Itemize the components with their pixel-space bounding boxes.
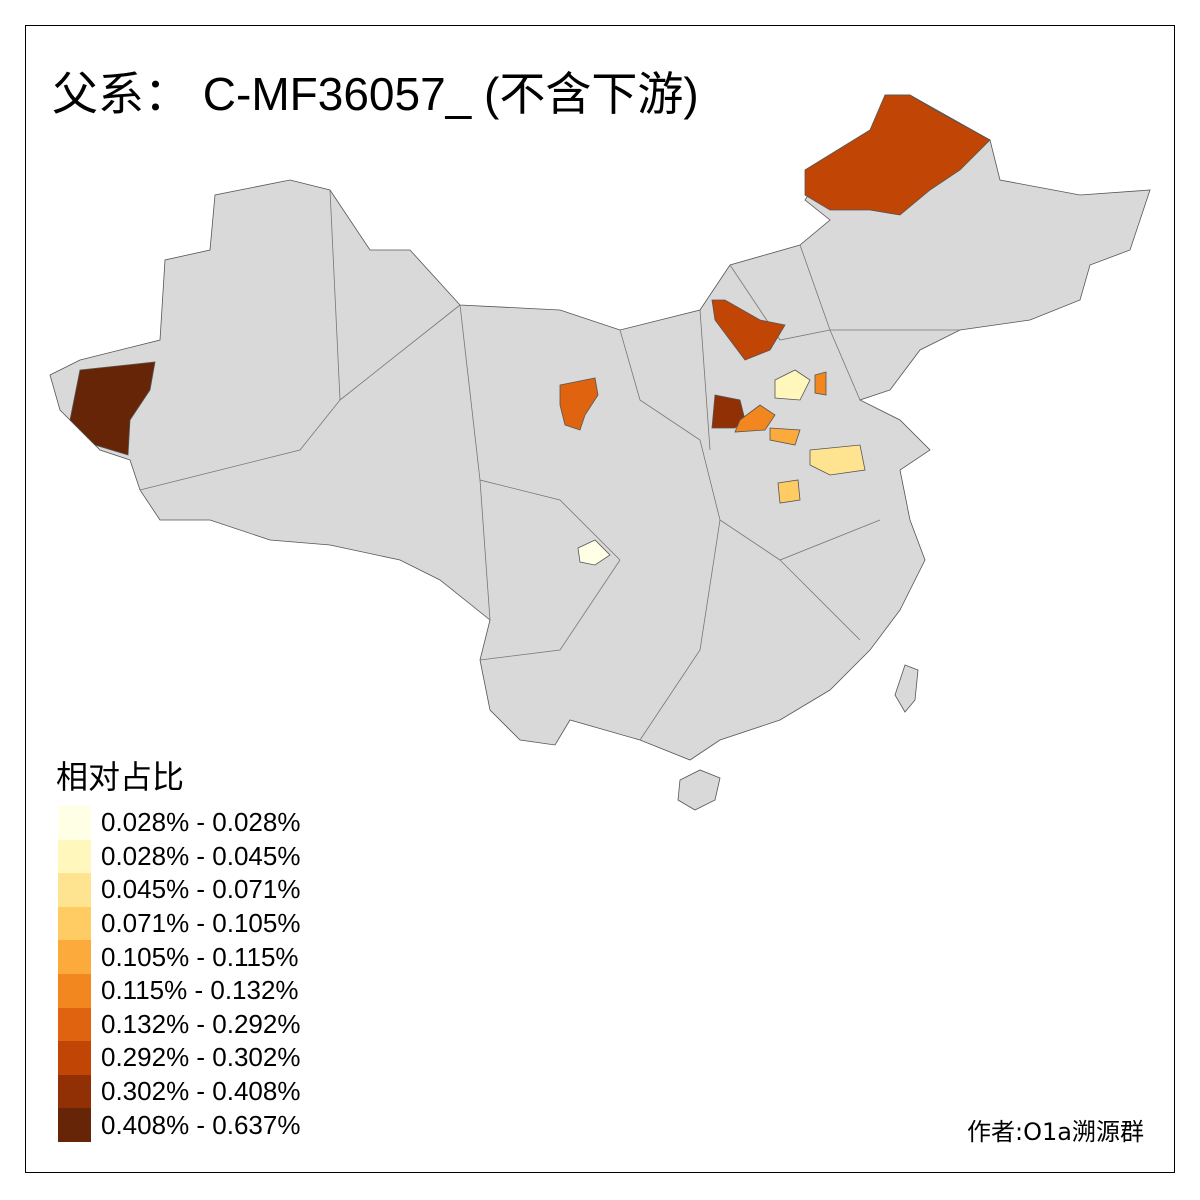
legend-item: 0.028% - 0.028%	[58, 806, 300, 840]
legend-item: 0.115% - 0.132%	[58, 973, 300, 1008]
legend-item: 0.028% - 0.045%	[58, 839, 301, 874]
legend-label: 0.028% - 0.028%	[101, 807, 301, 838]
legend: 0.028% - 0.028% 0.028% - 0.045% 0.045% - 0…	[58, 806, 300, 1142]
author-credit: 作者:O1a溯源群	[967, 1118, 1144, 1146]
province-border	[779, 559, 861, 641]
legend-swatch	[58, 1041, 91, 1075]
province-border	[459, 304, 621, 561]
legend-label: 0.302% - 0.408%	[101, 1076, 301, 1107]
legend-label: 0.071% - 0.105%	[101, 908, 301, 939]
legend-item: 0.408% - 0.637%	[58, 1108, 300, 1142]
highlighted-region	[809, 444, 866, 476]
legend-item: 0.302% - 0.408%	[58, 1074, 301, 1109]
highlighted-region	[69, 361, 156, 456]
legend-swatch	[58, 873, 91, 907]
legend-swatch	[58, 973, 91, 1008]
legend-label: 0.045% - 0.071%	[101, 874, 301, 905]
taiwan-island	[894, 664, 919, 713]
legend-swatch	[58, 1108, 91, 1142]
legend-item: 0.045% - 0.071%	[58, 873, 300, 907]
highlighted-region	[577, 539, 611, 566]
legend-item: 0.105% - 0.115%	[58, 940, 300, 974]
highlighted-region	[711, 299, 786, 361]
province-border	[139, 189, 341, 491]
legend-swatch	[58, 1007, 91, 1042]
province-border	[479, 479, 491, 621]
legend-swatch	[58, 839, 91, 874]
hainan-island	[677, 769, 721, 811]
legend-swatch	[58, 806, 91, 840]
highlighted-region	[774, 369, 811, 401]
highlighted-region	[814, 371, 827, 396]
legend-item: 0.292% - 0.302%	[58, 1041, 300, 1075]
province-border	[619, 329, 881, 561]
legend-swatch	[58, 906, 91, 941]
legend-label: 0.132% - 0.292%	[101, 1008, 301, 1039]
legend-title: 相对占比	[56, 758, 185, 796]
legend-item: 0.132% - 0.292%	[58, 1007, 301, 1042]
legend-item: 0.071% - 0.105%	[58, 906, 301, 941]
china-mainland	[49, 94, 1151, 761]
legend-label: 0.105% - 0.115%	[101, 941, 299, 972]
legend-label: 0.028% - 0.045%	[101, 840, 301, 871]
highlighted-region	[777, 479, 801, 504]
highlighted-region	[769, 427, 801, 446]
legend-swatch	[58, 940, 91, 974]
legend-label: 0.115% - 0.132%	[101, 975, 299, 1006]
legend-label: 0.292% - 0.302%	[101, 1042, 301, 1073]
plot-frame	[25, 25, 1175, 1173]
highlighted-region	[559, 377, 599, 431]
map-title: 父系： C-MF36057_ (不含下游)	[52, 68, 699, 120]
province-border	[479, 559, 621, 661]
province-border	[339, 304, 461, 401]
highlighted-region	[804, 94, 991, 216]
province-border	[639, 519, 721, 741]
legend-label: 0.408% - 0.637%	[101, 1109, 301, 1140]
province-border	[699, 309, 711, 451]
legend-swatch	[58, 1074, 91, 1109]
province-border	[729, 264, 831, 341]
highlighted-region	[734, 404, 776, 433]
